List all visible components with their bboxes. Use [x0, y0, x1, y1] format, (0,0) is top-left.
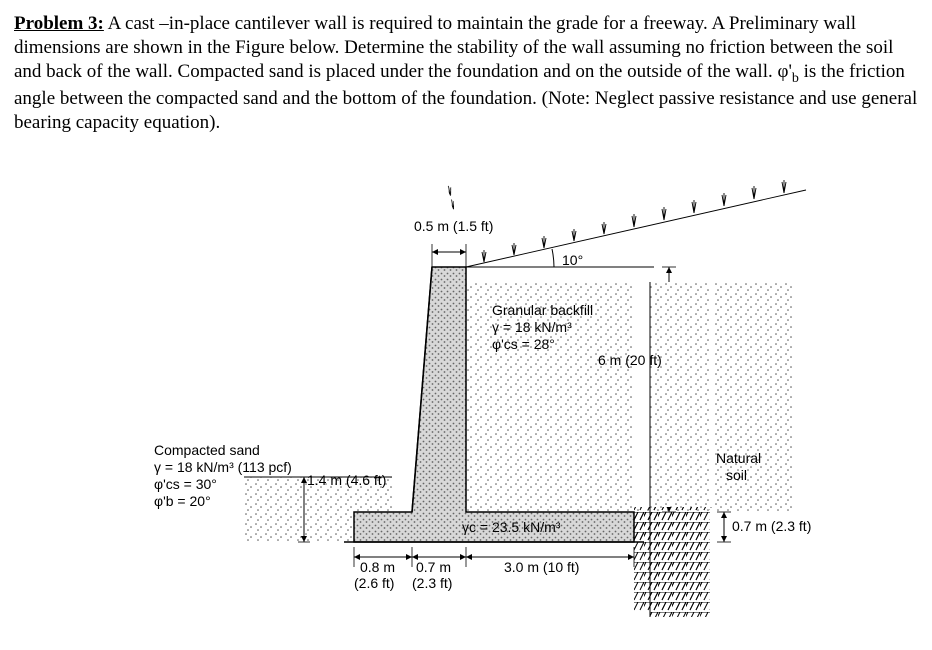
label-natural1: Natural: [716, 450, 761, 466]
label-dim2: 0.7 m: [416, 559, 451, 575]
label-compacted-gamma: γ = 18 kN/m³ (113 pcf): [154, 459, 292, 475]
label-compacted-phics: φ'cs = 30°: [154, 476, 217, 492]
problem-body-1: A cast –in-place cantilever wall is requ…: [14, 13, 893, 82]
label-backfill-title: Granular backfill: [492, 302, 593, 318]
label-gamma-c: γc = 23.5 kN/m³: [462, 519, 560, 535]
label-backfill-phi: φ'cs = 28°: [492, 336, 555, 352]
label-height: 6 m (20 ft): [598, 352, 662, 368]
label-dim3: 3.0 m (10 ft): [504, 559, 579, 575]
label-compacted-phib: φ'b = 20°: [154, 493, 211, 509]
label-dim1b: (2.6 ft): [354, 575, 394, 591]
label-backfill-gamma: γ = 18 kN/m³: [492, 319, 572, 335]
problem-label: Problem 3:: [14, 13, 104, 34]
label-slope-angle: 10°: [562, 252, 583, 268]
label-top-width: 0.5 m (1.5 ft): [414, 218, 493, 234]
label-natural2: soil: [726, 467, 747, 483]
label-compacted-title: Compacted sand: [154, 442, 260, 458]
label-toe-depth: 1.4 m (4.6 ft): [307, 472, 386, 488]
problem-statement: Problem 3: A cast –in-place cantilever w…: [14, 12, 918, 134]
label-dim1: 0.8 m: [360, 559, 395, 575]
phi-sub-b: b: [792, 70, 799, 85]
figure-cantilever-wall: 0.5 m (1.5 ft) 10° Granular backfill γ =…: [14, 152, 918, 632]
label-heel-depth: 0.7 m (2.3 ft): [732, 518, 811, 534]
label-dim2b: (2.3 ft): [412, 575, 452, 591]
